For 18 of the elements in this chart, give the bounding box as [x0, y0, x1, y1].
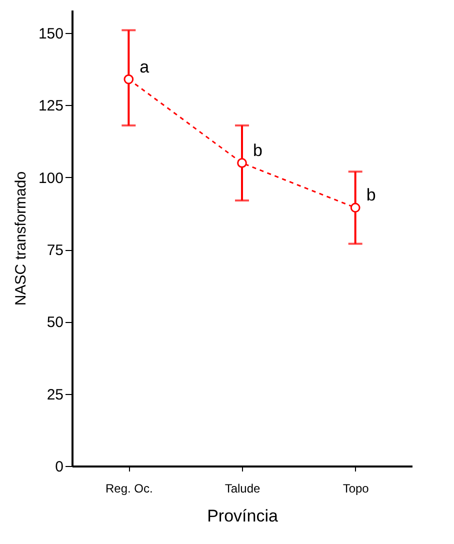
annotation: b	[366, 186, 376, 205]
x-tick-label: Reg. Oc.	[105, 482, 153, 496]
y-axis-title: NASC transformado	[12, 171, 30, 306]
y-tick-label: 150	[38, 26, 64, 43]
x-tick-label: Topo	[342, 482, 370, 496]
point	[124, 74, 134, 84]
point	[350, 202, 360, 213]
y-tick-label: 0	[55, 458, 64, 476]
x-tick-label: Talude	[224, 482, 260, 496]
point	[237, 158, 247, 168]
annotation: a	[140, 57, 150, 76]
annotation: b	[253, 140, 262, 160]
y-tick-label: 100	[38, 170, 64, 187]
y-tick-label: 25	[46, 386, 64, 404]
y-tick-label: 75	[46, 242, 64, 260]
y-tick-label: 125	[38, 98, 64, 115]
x-axis-title: Província	[207, 506, 278, 526]
y-tick-label: 50	[46, 314, 64, 332]
